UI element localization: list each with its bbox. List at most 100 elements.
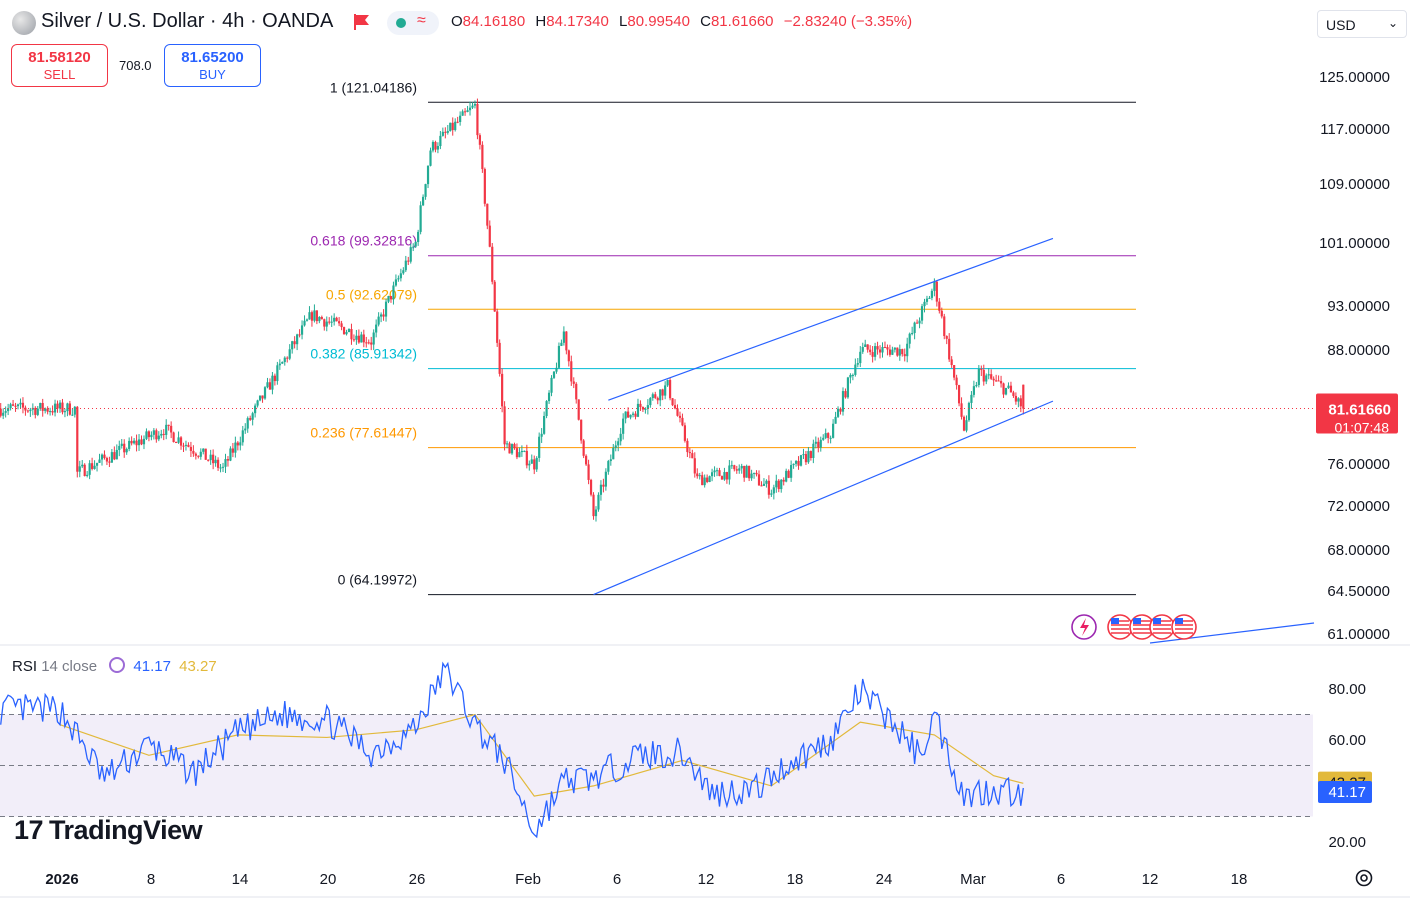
candle-body xyxy=(871,352,874,357)
candle-body xyxy=(496,311,499,343)
candle-body xyxy=(449,122,452,132)
candle-body xyxy=(562,331,565,343)
candle-body xyxy=(570,361,573,382)
rsi-source-icon[interactable] xyxy=(109,657,126,673)
candle-body xyxy=(471,105,474,108)
candle-body xyxy=(486,203,489,226)
time-axis-tick-label: 20 xyxy=(320,871,337,888)
candle-body xyxy=(377,316,380,325)
rsi-legend-label: RSI xyxy=(12,658,38,675)
candle-body xyxy=(723,472,726,480)
candle-body xyxy=(760,485,763,487)
sell-button[interactable]: 81.58120 SELL xyxy=(11,44,108,87)
candle-body xyxy=(140,439,143,445)
candle-body xyxy=(673,405,677,409)
candle-body xyxy=(73,406,76,415)
candle-body xyxy=(19,402,22,405)
candle-body xyxy=(1009,385,1013,393)
candle-body xyxy=(392,285,395,300)
candle-body xyxy=(167,424,170,426)
rsi-value-badge xyxy=(1318,781,1372,804)
sell-price: 81.58120 xyxy=(28,49,91,66)
candle-body xyxy=(698,475,701,477)
candle-body xyxy=(41,403,44,411)
candle-body xyxy=(629,414,632,418)
candle-body xyxy=(738,468,741,471)
rsi-legend-value: 41.17 xyxy=(133,658,171,675)
candle-body xyxy=(133,440,136,444)
flag-canton xyxy=(1153,618,1161,624)
ohlc-readout: O84.16180 H84.17340 L80.99540 C81.61660 … xyxy=(451,13,913,30)
settings-icon[interactable] xyxy=(1354,868,1374,888)
candle-body xyxy=(943,316,946,337)
candle-body xyxy=(888,349,892,355)
candle-body xyxy=(822,437,825,440)
candle-body xyxy=(693,458,696,474)
candle-body xyxy=(649,398,652,406)
candle-body xyxy=(720,476,724,480)
candle-body xyxy=(335,317,338,322)
candle-body xyxy=(342,327,346,335)
candle-body xyxy=(315,310,318,322)
candle-body xyxy=(95,462,99,466)
candle-body xyxy=(380,314,383,317)
countdown-label: 01:07:48 xyxy=(1335,420,1390,436)
fibonacci-retracement: 1 (121.04186) 0.618 (99.32816) 0.5 (92.620… xyxy=(310,79,1136,596)
candle-body xyxy=(113,452,116,460)
candle-body xyxy=(770,493,773,495)
price-axis-tick-label: 125.00000 xyxy=(1319,69,1390,86)
chart-header: Silver / U.S. Dollar · 4h · OANDA ≈ O84.… xyxy=(0,0,1300,44)
price-axis: 125.00000 117.00000 109.00000 101.00000 93.0… xyxy=(1316,69,1398,643)
candle-body xyxy=(120,443,123,446)
price-axis-tick-label: 88.00000 xyxy=(1327,342,1390,359)
symbol-title[interactable]: Silver / U.S. Dollar · 4h · OANDA xyxy=(41,10,334,32)
currency-select[interactable]: USD ⌄ xyxy=(1317,10,1407,38)
rsi-legend[interactable]: RSI 14 close 41.17 43.27 xyxy=(12,657,217,675)
candle-body xyxy=(750,473,753,479)
candle-body xyxy=(229,448,232,461)
rsi-legend-params: 14 close xyxy=(41,658,98,675)
candle-body xyxy=(797,460,800,466)
candle-body xyxy=(955,377,958,386)
candle-body xyxy=(360,334,363,343)
candle-body xyxy=(990,374,993,379)
market-open-icon xyxy=(396,18,406,28)
price-axis-tick-label: 72.00000 xyxy=(1327,498,1390,515)
candle-body xyxy=(953,365,956,378)
candle-body xyxy=(676,408,679,416)
candle-body xyxy=(268,382,272,390)
candle-body xyxy=(357,335,360,343)
candle-body xyxy=(412,246,415,248)
candle-body xyxy=(547,392,551,402)
candle-body xyxy=(985,375,988,382)
candle-body xyxy=(755,472,758,475)
candle-body xyxy=(962,416,966,431)
trend-channel xyxy=(0,237,1316,644)
market-status-pill[interactable]: ≈ xyxy=(387,11,439,35)
lightning-bolt-icon xyxy=(1080,618,1089,636)
candle-body xyxy=(691,453,694,459)
price-axis-tick-label: 101.00000 xyxy=(1319,235,1390,252)
fib-level-label: 1 (121.04186) xyxy=(330,79,417,95)
candle-body xyxy=(318,317,321,322)
candle-body xyxy=(646,405,649,409)
time-axis-tick-label: 18 xyxy=(1231,871,1248,888)
candle-body xyxy=(419,205,422,232)
candle-body xyxy=(580,419,583,441)
flag-icon[interactable] xyxy=(352,13,372,31)
candle-body xyxy=(752,472,756,474)
candle-body xyxy=(58,402,62,409)
candle-body xyxy=(209,454,212,461)
candle-body xyxy=(46,408,49,412)
tradingview-logo[interactable]: 17 TradingView xyxy=(14,815,203,845)
price-axis-tick-label: 93.00000 xyxy=(1327,298,1390,315)
candle-body xyxy=(599,484,603,495)
candle-body xyxy=(565,331,568,351)
time-axis-tick-label: Mar xyxy=(960,871,986,888)
candle-body xyxy=(772,487,775,494)
candle-body xyxy=(91,463,94,469)
candle-body xyxy=(802,454,805,456)
flag-canton xyxy=(1111,618,1119,624)
buy-button[interactable]: 81.65200 BUY xyxy=(164,44,261,87)
